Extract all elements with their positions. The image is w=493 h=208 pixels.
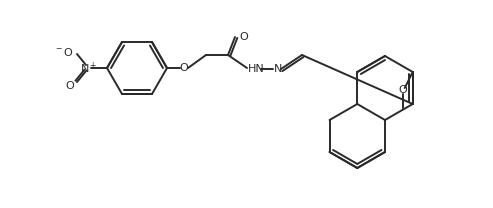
Text: O: O <box>398 85 407 95</box>
Text: O: O <box>65 81 74 91</box>
Text: N$^+$: N$^+$ <box>80 60 98 76</box>
Text: O: O <box>239 32 248 42</box>
Text: HN: HN <box>248 64 265 74</box>
Text: $^-$O: $^-$O <box>54 46 74 58</box>
Text: N: N <box>274 64 282 74</box>
Text: O: O <box>179 63 188 73</box>
